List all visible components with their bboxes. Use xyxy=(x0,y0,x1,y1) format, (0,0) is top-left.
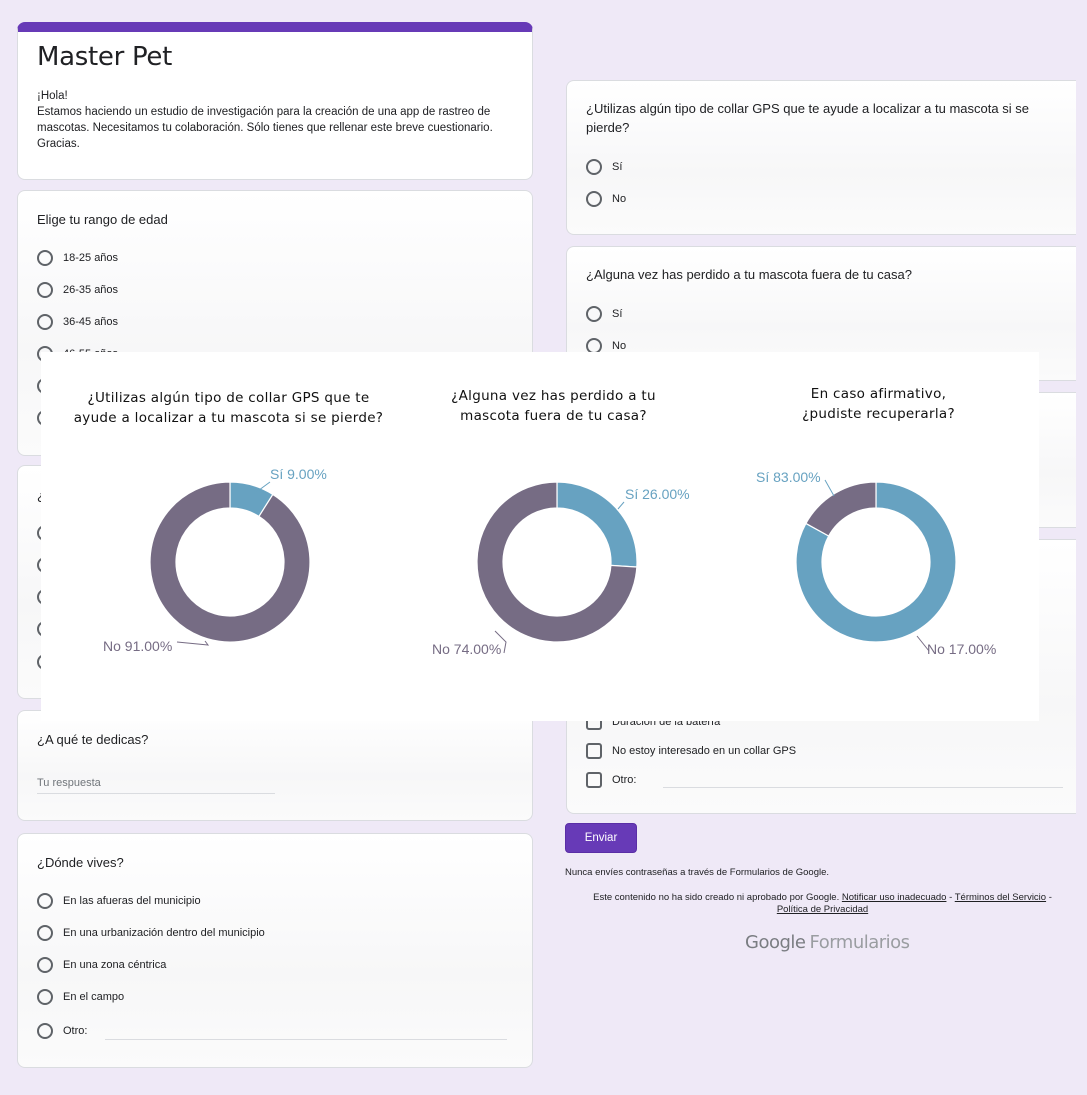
label-leader-line xyxy=(251,481,271,494)
residence-option-4[interactable]: En el campo xyxy=(37,987,124,1007)
lost-option-si[interactable]: Sí xyxy=(586,304,622,324)
donut-slice-si xyxy=(795,481,957,643)
donut-charts: Sí 9.00% No 91.00% Sí 26.00% No 74.00% Sí … xyxy=(103,466,996,657)
radio-button[interactable] xyxy=(37,282,53,298)
label-leader-line xyxy=(494,630,507,654)
residence-option-2[interactable]: En una urbanización dentro del municipio xyxy=(37,923,265,943)
question-title: ¿ xyxy=(37,486,45,505)
question-title: Elige tu rango de edad xyxy=(37,212,168,227)
password-warning: Nunca envíes contraseñas a través de For… xyxy=(565,867,830,878)
legal-footer: Este contenido no ha sido creado ni apro… xyxy=(593,892,1052,915)
radio-button[interactable] xyxy=(37,314,53,330)
occupation-question-card: ¿A qué te dedicas? Tu respuesta xyxy=(17,710,533,821)
report-abuse-link[interactable]: Notificar uso inadecuado xyxy=(841,892,947,903)
donut-slice-no xyxy=(805,481,877,537)
radio-button[interactable] xyxy=(37,957,53,973)
question-title: ¿Utilizas algún tipo de collar GPS que t… xyxy=(586,101,1029,135)
radio-button[interactable] xyxy=(37,1023,53,1039)
gps-option-si[interactable]: Sí xyxy=(586,157,622,177)
checkbox[interactable] xyxy=(586,772,602,788)
radio-button[interactable] xyxy=(37,250,53,266)
radio-button[interactable] xyxy=(586,306,602,322)
form-title: Master Pet xyxy=(37,42,172,72)
data-label: Sí 26.00% xyxy=(625,486,690,502)
form-description: ¡Hola! Estamos haciendo un estudio de in… xyxy=(37,88,517,152)
form-header-card: Master Pet ¡Hola! Estamos haciendo un es… xyxy=(17,22,533,180)
form-greeting: ¡Hola! xyxy=(37,90,68,102)
question-title: ¿Dónde vives? xyxy=(37,855,124,870)
data-label: No 91.00% xyxy=(103,638,172,654)
residence-option-other[interactable]: Otro: xyxy=(37,1021,87,1041)
checkbox[interactable] xyxy=(586,743,602,759)
chart-3-title: En caso afirmativo, ¿pudiste recuperarla… xyxy=(802,386,955,422)
other-text-input[interactable] xyxy=(105,1039,507,1040)
radio-button[interactable] xyxy=(37,893,53,909)
radio-button[interactable] xyxy=(586,159,602,175)
residence-option-3[interactable]: En una zona céntrica xyxy=(37,955,166,975)
feature-option-other[interactable]: Otro: xyxy=(586,770,636,790)
other-text-input[interactable] xyxy=(663,787,1063,788)
submit-button[interactable]: Enviar xyxy=(565,823,637,853)
label-leader-line xyxy=(176,640,210,646)
question-title: ¿Alguna vez has perdido a tu mascota fue… xyxy=(586,267,912,282)
donut-chart-lost: Sí 26.00% No 74.00% xyxy=(432,481,690,657)
label-leader-line xyxy=(824,479,835,497)
radio-button[interactable] xyxy=(37,925,53,941)
gps-question-card: ¿Utilizas algún tipo de collar GPS que t… xyxy=(566,80,1076,235)
radio-button[interactable] xyxy=(586,191,602,207)
feature-option-not-interested[interactable]: No estoy interesado en un collar GPS xyxy=(586,741,796,761)
gps-option-no[interactable]: No xyxy=(586,189,626,209)
donut-slice-no xyxy=(149,481,311,643)
chart-1-title: ¿Utilizas algún tipo de collar GPS que t… xyxy=(73,390,384,426)
chart-2-title: ¿Alguna vez has perdido a tu mascota fue… xyxy=(451,388,656,424)
google-forms-logo: Google Formularios xyxy=(745,932,910,953)
age-option-1[interactable]: 18-25 años xyxy=(37,248,118,268)
donut-chart-gps: Sí 9.00% No 91.00% xyxy=(103,466,327,654)
donut-slice-no xyxy=(476,481,638,643)
charts-overlay: ¿Utilizas algún tipo de collar GPS que t… xyxy=(41,352,1039,721)
label-leader-line xyxy=(617,501,625,510)
data-label: No 17.00% xyxy=(927,641,996,657)
radio-button[interactable] xyxy=(37,989,53,1005)
residence-option-1[interactable]: En las afueras del municipio xyxy=(37,891,201,911)
terms-link[interactable]: Términos del Servicio xyxy=(954,892,1047,903)
age-option-2[interactable]: 26-35 años xyxy=(37,280,118,300)
data-label: No 74.00% xyxy=(432,641,501,657)
question-title: ¿A qué te dedicas? xyxy=(37,732,149,747)
form-description-text: Estamos haciendo un estudio de investiga… xyxy=(37,106,493,150)
occupation-input[interactable]: Tu respuesta xyxy=(37,777,275,794)
data-label: Sí 83.00% xyxy=(756,469,821,485)
age-option-3[interactable]: 36-45 años xyxy=(37,312,118,332)
privacy-link[interactable]: Política de Privacidad xyxy=(776,904,869,915)
label-leader-line xyxy=(916,635,930,652)
residence-question-card: ¿Dónde vives? En las afueras del municip… xyxy=(17,833,533,1068)
donut-chart-recovered: Sí 83.00% No 17.00% xyxy=(756,469,996,657)
data-label: Sí 9.00% xyxy=(270,466,327,482)
